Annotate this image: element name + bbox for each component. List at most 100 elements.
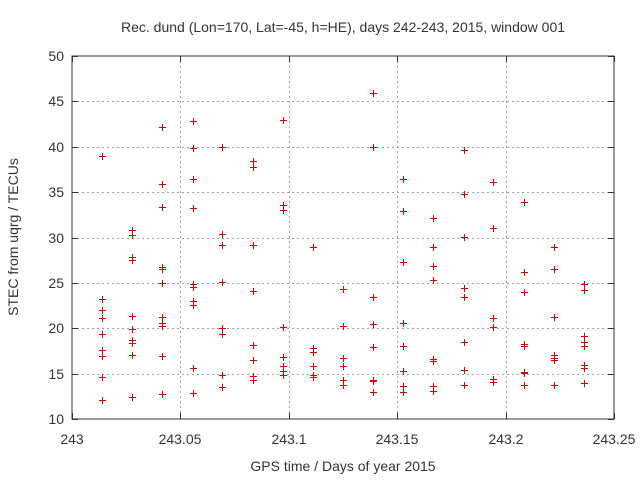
data-point (521, 370, 528, 377)
y-tick-label: 25 (48, 275, 64, 291)
data-point (521, 199, 528, 206)
data-point (400, 383, 407, 390)
data-point (190, 118, 197, 125)
data-point (129, 352, 136, 359)
data-point (370, 344, 377, 351)
data-point (490, 315, 497, 322)
data-point (461, 191, 468, 198)
data-point (370, 294, 377, 301)
data-point (280, 324, 287, 331)
data-point (280, 372, 287, 379)
data-point (340, 286, 347, 293)
data-point (250, 342, 257, 349)
data-point (99, 347, 106, 354)
data-points (99, 90, 588, 404)
y-tick-label: 20 (48, 320, 64, 336)
data-point (190, 390, 197, 397)
data-point (310, 374, 317, 381)
data-point (340, 355, 347, 362)
data-point (551, 314, 558, 321)
data-point (461, 294, 468, 301)
data-point (490, 379, 497, 386)
data-point (219, 384, 226, 391)
data-point (190, 284, 197, 291)
data-point (250, 158, 257, 165)
data-point (99, 331, 106, 338)
data-point (219, 372, 226, 379)
data-point (99, 353, 106, 360)
data-point (340, 363, 347, 370)
data-point (430, 244, 437, 251)
data-point (159, 314, 166, 321)
data-point (159, 266, 166, 273)
data-point (581, 380, 588, 387)
x-tick-label: 243.1 (271, 431, 306, 447)
data-point (581, 333, 588, 340)
data-point (400, 320, 407, 327)
data-point (490, 225, 497, 232)
data-point (400, 176, 407, 183)
data-point (370, 389, 377, 396)
data-point (400, 343, 407, 350)
data-point (219, 325, 226, 332)
data-point (370, 378, 377, 385)
data-point (521, 269, 528, 276)
y-axis-label: STEC from uqrg / TECUs (5, 158, 21, 316)
data-point (521, 343, 528, 350)
data-point (551, 382, 558, 389)
data-point (250, 164, 257, 171)
axis-ticks: 243 243.05 243.1 243.15 243.2 243.25 10 15 20 25 3… (48, 48, 635, 447)
data-point (280, 117, 287, 124)
data-point (310, 244, 317, 251)
data-point (551, 266, 558, 273)
data-point (99, 296, 106, 303)
data-point (250, 357, 257, 364)
data-point (430, 277, 437, 284)
data-point (99, 315, 106, 322)
data-point (551, 357, 558, 364)
data-point (521, 382, 528, 389)
data-point (159, 280, 166, 287)
data-point (159, 181, 166, 188)
data-point (129, 257, 136, 264)
x-tick-label: 243.05 (159, 431, 202, 447)
data-point (581, 281, 588, 288)
data-point (430, 388, 437, 395)
data-point (219, 279, 226, 286)
x-axis-label: GPS time / Days of year 2015 (250, 458, 435, 474)
data-point (430, 215, 437, 222)
x-tick-label: 243.25 (593, 431, 636, 447)
data-point (400, 259, 407, 266)
y-tick-label: 15 (48, 366, 64, 382)
y-tick-label: 10 (48, 411, 64, 427)
data-point (581, 343, 588, 350)
data-point (190, 365, 197, 372)
data-point (219, 231, 226, 238)
data-point (219, 144, 226, 151)
data-point (250, 242, 257, 249)
data-point (129, 394, 136, 401)
data-point (370, 321, 377, 328)
chart-title: Rec. dund (Lon=170, Lat=-45, h=HE), days… (121, 19, 565, 35)
data-point (190, 145, 197, 152)
data-point (461, 367, 468, 374)
data-point (219, 331, 226, 338)
data-point (310, 349, 317, 356)
data-point (461, 234, 468, 241)
data-point (400, 368, 407, 375)
data-point (280, 354, 287, 361)
data-point (461, 382, 468, 389)
data-point (490, 179, 497, 186)
data-point (159, 391, 166, 398)
data-point (551, 244, 558, 251)
data-point (310, 363, 317, 370)
data-point (99, 374, 106, 381)
data-point (190, 205, 197, 212)
x-tick-label: 243.15 (376, 431, 419, 447)
data-point (521, 289, 528, 296)
y-tick-label: 45 (48, 93, 64, 109)
data-point (400, 208, 407, 215)
x-tick-label: 243 (60, 431, 84, 447)
